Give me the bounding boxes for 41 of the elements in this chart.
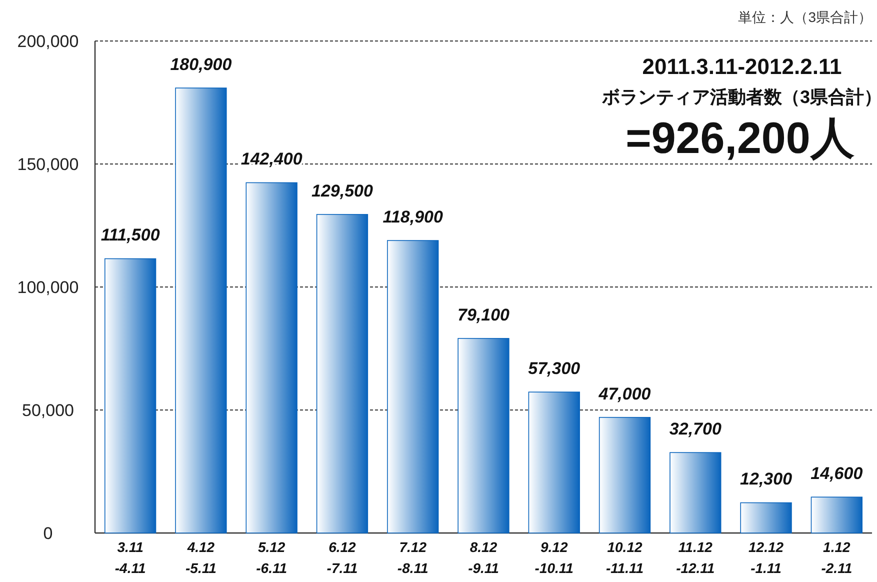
- x-tick-label: 8.12 -9.11: [468, 539, 500, 576]
- bar: [528, 392, 580, 534]
- y-tick-label: 100,000: [17, 278, 79, 297]
- data-label: 118,900: [382, 208, 444, 227]
- data-label: 47,000: [598, 384, 652, 404]
- x-tick-label: 4.12 -5.11: [186, 539, 217, 576]
- bar: [598, 416, 651, 534]
- text: 2011.3.11-2012.2.11: [642, 54, 842, 79]
- bar: [387, 240, 439, 534]
- x-tick-label: 5.12 -6.11: [256, 539, 288, 576]
- data-label: 79,100: [458, 305, 510, 324]
- y-tick-label: 150,000: [17, 155, 79, 174]
- x-tick-label: 1.12 -2.11: [821, 539, 852, 576]
- x-tick-label: 9.12 -10.11: [534, 539, 574, 576]
- data-label: 180,900: [170, 54, 232, 74]
- bar: [670, 452, 722, 534]
- text: 単位：人（3県合計）: [738, 9, 872, 25]
- data-label: 111,500: [100, 226, 160, 245]
- x-tick-label: 7.12 -8.11: [397, 539, 429, 576]
- data-label: 32,700: [669, 420, 722, 439]
- x-tick-label: 11.12 -12.11: [676, 539, 715, 576]
- y-tick-label: 0: [43, 524, 53, 543]
- y-tick-label: 50,000: [22, 401, 74, 420]
- bar: [458, 338, 510, 534]
- data-label: 129,500: [312, 181, 374, 200]
- data-label: 57,300: [528, 359, 581, 378]
- x-tick-label: 6.12 -7.11: [326, 539, 358, 576]
- x-tick-label: 3.11 -4.11: [114, 539, 146, 576]
- data-label: 14,600: [810, 464, 864, 484]
- bar: [740, 502, 792, 534]
- x-tick-label: 12.12 -1.11: [748, 539, 784, 576]
- bar: [175, 88, 227, 534]
- data-label: 12,300: [740, 470, 793, 489]
- bar: [810, 496, 863, 534]
- bar: [104, 258, 156, 534]
- bar: [316, 214, 368, 534]
- x-tick-label: 10.12 -11.11: [606, 539, 644, 576]
- text: ボランティア活動者数（3県合計）: [600, 87, 877, 107]
- annotation: =926,200人: [626, 114, 854, 163]
- y-tick-label: 200,000: [17, 32, 79, 51]
- bar: [246, 182, 298, 534]
